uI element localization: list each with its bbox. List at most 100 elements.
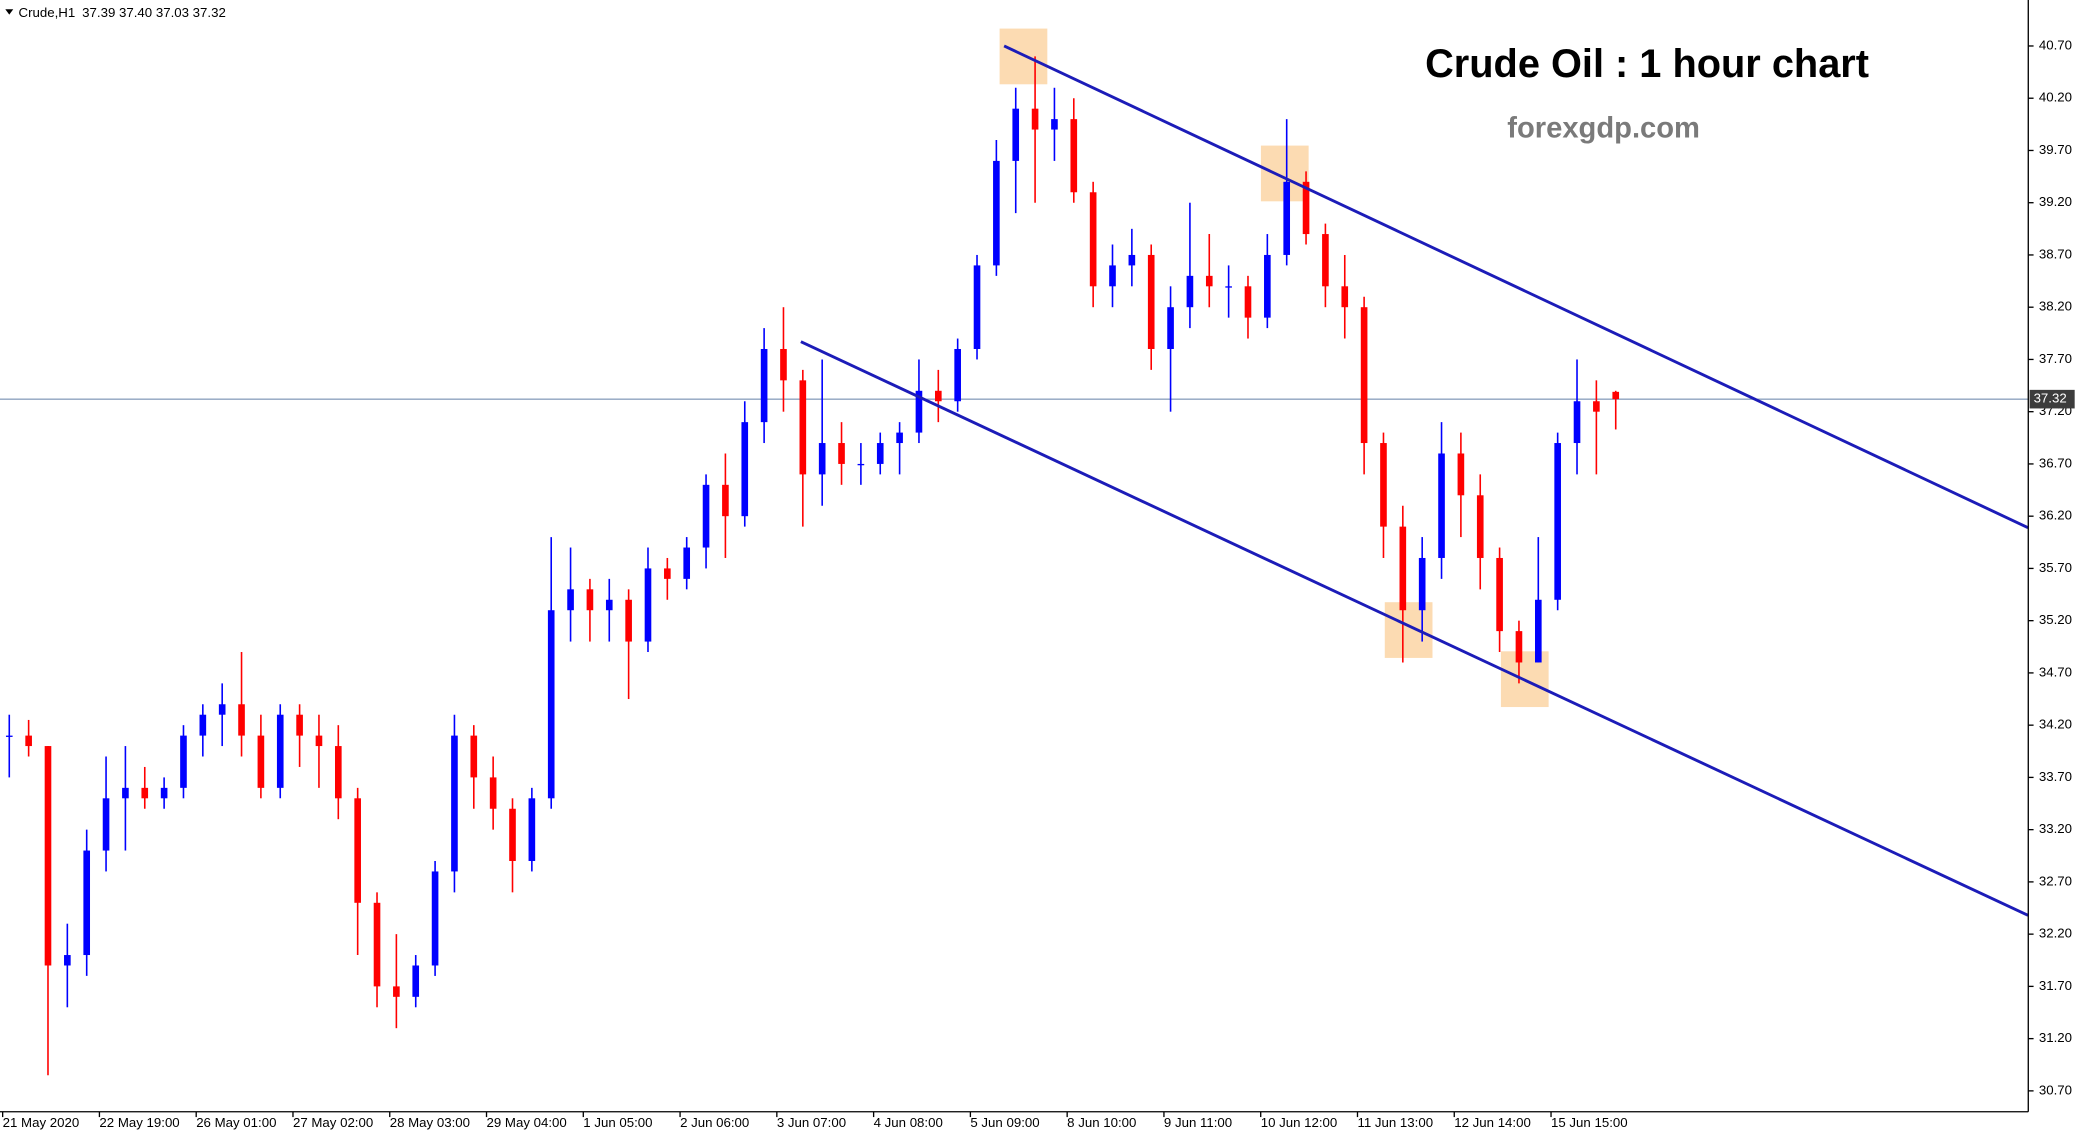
candle-body: [1167, 307, 1174, 349]
candle-body: [1322, 234, 1329, 287]
last-price-label: 37.32: [2034, 391, 2067, 406]
candle-body: [412, 965, 420, 997]
x-tick-label: 27 May 02:00: [293, 1115, 373, 1130]
x-tick-label: 21 May 2020: [3, 1115, 80, 1130]
plot-layer: [0, 44, 2029, 1076]
candle-body: [1031, 108, 1039, 130]
x-tick-label: 9 Jun 11:00: [1164, 1115, 1232, 1130]
header-icon: [5, 9, 14, 15]
y-tick-label: 30.70: [2039, 1082, 2072, 1097]
candle-body: [354, 798, 361, 903]
candle-body: [1593, 401, 1600, 412]
candle-body: [1283, 181, 1291, 255]
y-tick-label: 31.20: [2039, 1030, 2072, 1045]
candle-body: [431, 871, 439, 966]
y-tick-label: 35.20: [2039, 612, 2072, 627]
candle-body: [683, 547, 691, 579]
highlight-box: [1384, 602, 1433, 658]
candle-body: [238, 704, 245, 736]
y-tick-label: 36.70: [2039, 455, 2072, 470]
candle-body: [122, 787, 129, 799]
x-tick-label: 22 May 19:00: [99, 1115, 179, 1130]
last-price-box: [2029, 389, 2075, 409]
candle-body: [1051, 119, 1058, 130]
candle-body: [1302, 181, 1310, 235]
y-tick-label: 34.70: [2039, 664, 2072, 679]
y-tick-label: 40.20: [2039, 90, 2072, 105]
candle-body: [180, 735, 187, 788]
candle-body: [160, 787, 168, 799]
candle-body: [1496, 557, 1503, 632]
candle-body: [1573, 401, 1581, 444]
candle-body: [1399, 526, 1407, 611]
candle-body: [664, 568, 671, 579]
candle-body: [257, 735, 265, 788]
candle-body: [1186, 275, 1194, 308]
candle-body: [1128, 254, 1136, 266]
candle-body: [1534, 599, 1542, 663]
candle-body: [741, 422, 749, 517]
candle-body: [838, 443, 845, 464]
candle-body: [973, 265, 981, 349]
candle-body: [199, 714, 207, 736]
candle-body: [1225, 286, 1232, 288]
candle-body: [451, 735, 458, 872]
candle-body: [373, 902, 381, 987]
x-tick-label: 15 Jun 15:00: [1551, 1115, 1628, 1130]
candle-body: [64, 955, 71, 966]
y-tick-label: 38.20: [2039, 299, 2072, 314]
y-tick-label: 33.20: [2039, 821, 2072, 836]
x-tick-label: 2 Jun 06:00: [680, 1115, 749, 1130]
candle-body: [954, 348, 961, 402]
y-tick-label: 35.70: [2039, 560, 2072, 575]
x-tick-label: 28 May 03:00: [390, 1115, 470, 1130]
x-tick-label: 29 May 04:00: [487, 1115, 567, 1130]
candle-body: [44, 746, 52, 966]
candle-body: [567, 589, 574, 611]
candle-body: [799, 380, 807, 475]
x-tick-label: 3 Jun 07:00: [777, 1115, 846, 1130]
y-tick-label: 40.70: [2039, 37, 2072, 52]
candle-body: [915, 390, 923, 433]
candle-body: [141, 787, 149, 799]
y-tick-label: 32.20: [2039, 926, 2072, 941]
x-tick-label: 8 Jun 10:00: [1067, 1115, 1136, 1130]
candle-body: [722, 484, 729, 517]
candle-body: [1109, 265, 1116, 287]
trendline: [1003, 44, 2029, 529]
candle-body: [857, 463, 865, 466]
x-tick-label: 12 Jun 14:00: [1454, 1115, 1531, 1130]
candle-body: [818, 443, 826, 475]
candle-body: [644, 568, 652, 642]
candle-body: [276, 714, 284, 788]
candle-body: [509, 808, 516, 861]
header-symbol: Crude,H1: [19, 5, 76, 20]
candle-body: [83, 850, 91, 956]
candle-body: [1418, 557, 1426, 611]
candle-body: [780, 348, 787, 381]
x-tick-label: 11 Jun 13:00: [1357, 1115, 1433, 1130]
candle-body: [702, 484, 710, 548]
chart-title: Crude Oil : 1 hour chart: [1425, 42, 1869, 86]
candle-body: [1070, 119, 1078, 193]
trendline: [800, 340, 2029, 917]
y-tick-label: 39.70: [2039, 142, 2072, 157]
candle-body: [1380, 443, 1387, 527]
candle-body: [1205, 275, 1213, 287]
candle-body: [1438, 453, 1445, 558]
candle-body: [1147, 254, 1155, 349]
candle-body: [1457, 453, 1465, 496]
candle-body: [1476, 495, 1484, 558]
x-tick-label: 26 May 01:00: [196, 1115, 276, 1130]
candle-body: [470, 735, 478, 778]
chart-subtitle: forexgdp.com: [1507, 113, 1700, 145]
y-tick-label: 36.20: [2039, 508, 2072, 523]
y-tick-label: 34.20: [2039, 717, 2072, 732]
candle-body: [1515, 631, 1523, 663]
candle-body: [393, 986, 400, 997]
y-tick-label: 37.70: [2039, 351, 2072, 366]
y-tick-label: 38.70: [2039, 246, 2072, 261]
candle-body: [1012, 108, 1020, 161]
